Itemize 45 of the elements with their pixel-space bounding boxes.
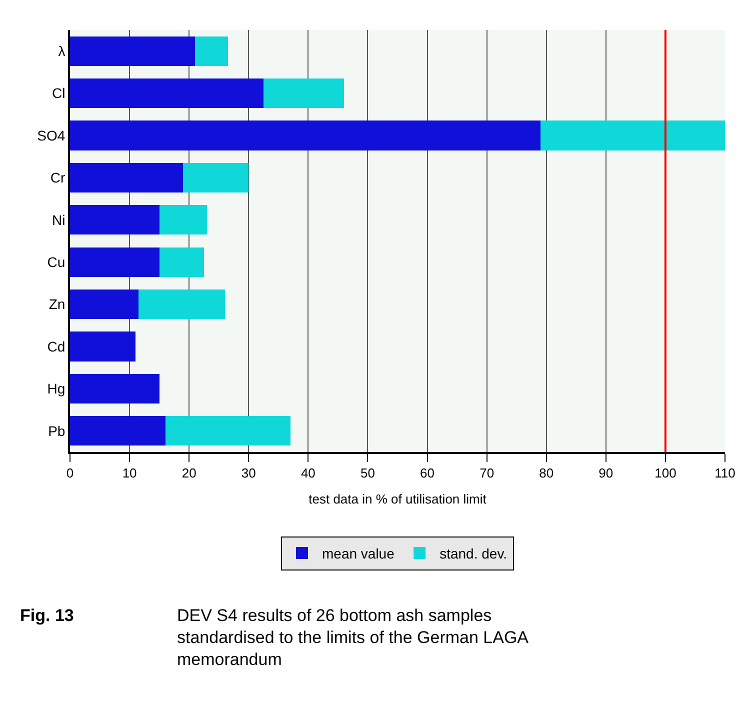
y-tick-label: Zn xyxy=(48,296,66,312)
x-tick-label: 90 xyxy=(598,466,614,481)
x-tick-label: 70 xyxy=(480,466,494,481)
bar xyxy=(264,78,344,108)
bar xyxy=(70,332,136,362)
text: DEV S4 results of 26 bottom ash samples standardised to the limits of the German LAGA memorandum xyxy=(177,606,530,670)
bar xyxy=(195,36,228,66)
bar xyxy=(540,120,725,150)
x-tick-label: 10 xyxy=(122,466,137,481)
bar xyxy=(70,205,160,235)
x-tick-label: 100 xyxy=(654,466,676,481)
x-tick-label: 110 xyxy=(714,466,736,481)
x-tick-label: 40 xyxy=(300,466,316,481)
bar xyxy=(70,36,196,66)
bar xyxy=(159,247,204,277)
x-tick-label: 60 xyxy=(420,466,435,481)
caption: Fig. 13 xyxy=(20,606,74,625)
y-tick-label: SO4 xyxy=(37,127,66,144)
y-tick-label: Pb xyxy=(48,422,66,439)
x-tick-label: 50 xyxy=(360,466,375,481)
y-tick-label: Cl xyxy=(52,85,66,102)
y-tick-label: Hg xyxy=(47,380,66,397)
y-tick-label: Ni xyxy=(52,212,66,228)
bar xyxy=(70,78,264,108)
bar xyxy=(70,416,166,446)
y-tick-label: λ xyxy=(58,43,66,59)
x-tick-label: 0 xyxy=(66,466,74,481)
bar xyxy=(159,205,207,235)
bar xyxy=(165,416,290,446)
bar xyxy=(70,374,160,404)
bar xyxy=(70,120,540,150)
x-tick-label: 20 xyxy=(182,466,196,481)
bar xyxy=(183,162,249,192)
legend-label: mean value xyxy=(322,545,395,562)
x-tick-label: 30 xyxy=(241,466,256,481)
bar xyxy=(70,162,184,192)
x-axis-title: test data in % of utilisation limit xyxy=(308,492,487,507)
y-tick-label: Cu xyxy=(47,254,66,270)
x-tick-label: 80 xyxy=(539,466,554,481)
bar xyxy=(138,290,225,320)
y-tick-label: Cd xyxy=(47,338,66,354)
y-tick-label: Cr xyxy=(50,170,66,186)
bar xyxy=(70,247,160,277)
legend-label: stand. dev. xyxy=(440,545,508,562)
bar xyxy=(70,290,138,320)
